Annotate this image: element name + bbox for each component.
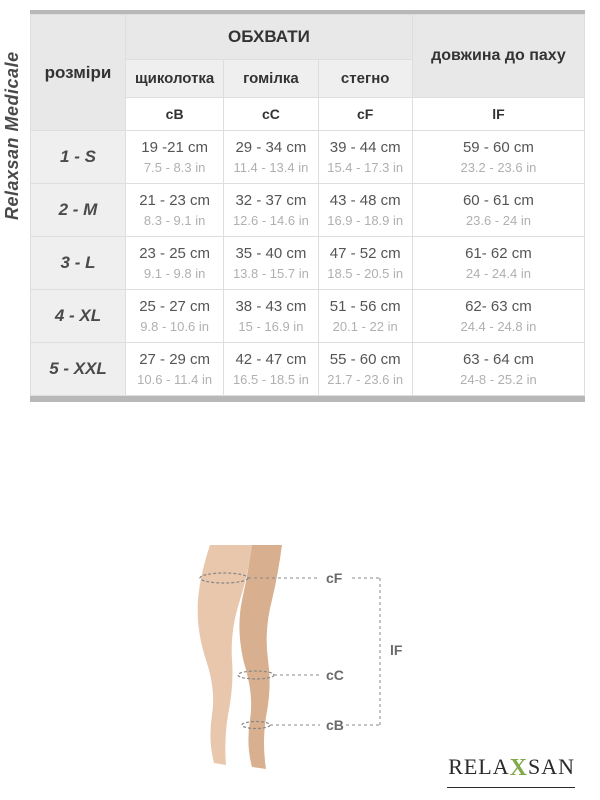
bottom-rule <box>30 396 585 402</box>
ankle-cm: 23 - 25 cm <box>126 237 223 264</box>
logo-right: SAN <box>528 754 575 779</box>
thigh-in: 15.4 - 17.3 in <box>319 158 412 183</box>
logo-underline <box>447 787 575 788</box>
calf-in: 16.5 - 18.5 in <box>224 370 317 395</box>
len-cm: 61- 62 cm <box>413 237 584 264</box>
calf-cm: 38 - 43 cm <box>224 290 317 317</box>
len-in: 24-8 - 25.2 in <box>413 370 584 395</box>
calf-in: 15 - 16.9 in <box>224 317 317 342</box>
calf-cm: 29 - 34 cm <box>224 131 317 158</box>
thigh-in: 16.9 - 18.9 in <box>319 211 412 236</box>
thigh-cm: 39 - 44 cm <box>319 131 412 158</box>
logo-x-icon: X <box>510 755 528 781</box>
size-cell: 3 - L <box>31 237 126 290</box>
size-table: розміри ОБХВАТИ довжина до паху щиколотк… <box>30 14 585 396</box>
thigh-cm: 55 - 60 cm <box>319 343 412 370</box>
length-cell: 61- 62 cm24 - 24.4 in <box>412 237 584 290</box>
diagram-label-lf: lF <box>390 642 403 658</box>
len-cm: 60 - 61 cm <box>413 184 584 211</box>
len-cm: 62- 63 cm <box>413 290 584 317</box>
header-calf: гомілка <box>224 60 318 98</box>
diagram-label-cc: cC <box>326 667 344 683</box>
header-sizes: розміри <box>31 15 126 131</box>
size-table-area: розміри ОБХВАТИ довжина до паху щиколотк… <box>30 10 585 402</box>
len-in: 23.2 - 23.6 in <box>413 158 584 183</box>
size-cell: 5 - XXL <box>31 343 126 396</box>
thigh-cell: 51 - 56 cm20.1 - 22 in <box>318 290 412 343</box>
ankle-in: 10.6 - 11.4 in <box>126 370 223 395</box>
thigh-in: 18.5 - 20.5 in <box>319 264 412 289</box>
ankle-cell: 19 -21 cm7.5 - 8.3 in <box>126 131 224 184</box>
thigh-cell: 39 - 44 cm15.4 - 17.3 in <box>318 131 412 184</box>
header-length: довжина до паху <box>412 15 584 98</box>
thigh-cm: 43 - 48 cm <box>319 184 412 211</box>
table-row: 2 - M21 - 23 cm8.3 - 9.1 in32 - 37 cm12.… <box>31 184 585 237</box>
thigh-cell: 55 - 60 cm21.7 - 23.6 in <box>318 343 412 396</box>
ankle-cm: 21 - 23 cm <box>126 184 223 211</box>
thigh-cm: 51 - 56 cm <box>319 290 412 317</box>
header-ankle: щиколотка <box>126 60 224 98</box>
ankle-cm: 25 - 27 cm <box>126 290 223 317</box>
diagram-label-cb: cB <box>326 717 344 733</box>
ankle-cm: 19 -21 cm <box>126 131 223 158</box>
length-cell: 63 - 64 cm24-8 - 25.2 in <box>412 343 584 396</box>
length-cell: 60 - 61 cm23.6 - 24 in <box>412 184 584 237</box>
thigh-in: 20.1 - 22 in <box>319 317 412 342</box>
table-row: 5 - XXL27 - 29 cm10.6 - 11.4 in42 - 47 c… <box>31 343 585 396</box>
ankle-cell: 25 - 27 cm9.8 - 10.6 in <box>126 290 224 343</box>
code-calf: cC <box>224 98 318 131</box>
header-girths: ОБХВАТИ <box>126 15 413 60</box>
calf-cell: 35 - 40 cm13.8 - 15.7 in <box>224 237 318 290</box>
calf-cell: 42 - 47 cm16.5 - 18.5 in <box>224 343 318 396</box>
len-cm: 63 - 64 cm <box>413 343 584 370</box>
code-ankle: cB <box>126 98 224 131</box>
table-row: 4 - XL25 - 27 cm9.8 - 10.6 in38 - 43 cm1… <box>31 290 585 343</box>
calf-cell: 29 - 34 cm11.4 - 13.4 in <box>224 131 318 184</box>
len-in: 24.4 - 24.8 in <box>413 317 584 342</box>
brand-logo: RELAXSAN <box>448 754 575 782</box>
table-row: 3 - L23 - 25 cm9.1 - 9.8 in35 - 40 cm13.… <box>31 237 585 290</box>
ankle-cell: 27 - 29 cm10.6 - 11.4 in <box>126 343 224 396</box>
thigh-cm: 47 - 52 cm <box>319 237 412 264</box>
size-cell: 4 - XL <box>31 290 126 343</box>
length-cell: 59 - 60 cm23.2 - 23.6 in <box>412 131 584 184</box>
length-cell: 62- 63 cm24.4 - 24.8 in <box>412 290 584 343</box>
calf-cm: 32 - 37 cm <box>224 184 317 211</box>
code-thigh: cF <box>318 98 412 131</box>
calf-cm: 42 - 47 cm <box>224 343 317 370</box>
thigh-in: 21.7 - 23.6 in <box>319 370 412 395</box>
ankle-cell: 23 - 25 cm9.1 - 9.8 in <box>126 237 224 290</box>
brand-side-label: Relaxsan Medicale <box>2 51 23 220</box>
header-thigh: стегно <box>318 60 412 98</box>
calf-in: 13.8 - 15.7 in <box>224 264 317 289</box>
len-in: 24 - 24.4 in <box>413 264 584 289</box>
calf-in: 11.4 - 13.4 in <box>224 158 317 183</box>
ankle-in: 7.5 - 8.3 in <box>126 158 223 183</box>
ankle-in: 9.8 - 10.6 in <box>126 317 223 342</box>
calf-cm: 35 - 40 cm <box>224 237 317 264</box>
diagram-label-cf: cF <box>326 570 343 586</box>
table-row: 1 - S19 -21 cm7.5 - 8.3 in29 - 34 cm11.4… <box>31 131 585 184</box>
code-length: lF <box>412 98 584 131</box>
size-cell: 2 - M <box>31 184 126 237</box>
calf-cell: 38 - 43 cm15 - 16.9 in <box>224 290 318 343</box>
thigh-cell: 43 - 48 cm16.9 - 18.9 in <box>318 184 412 237</box>
ankle-in: 9.1 - 9.8 in <box>126 264 223 289</box>
ankle-cell: 21 - 23 cm8.3 - 9.1 in <box>126 184 224 237</box>
size-cell: 1 - S <box>31 131 126 184</box>
ankle-in: 8.3 - 9.1 in <box>126 211 223 236</box>
len-cm: 59 - 60 cm <box>413 131 584 158</box>
len-in: 23.6 - 24 in <box>413 211 584 236</box>
logo-left: RELA <box>448 754 509 779</box>
calf-cell: 32 - 37 cm12.6 - 14.6 in <box>224 184 318 237</box>
thigh-cell: 47 - 52 cm18.5 - 20.5 in <box>318 237 412 290</box>
ankle-cm: 27 - 29 cm <box>126 343 223 370</box>
calf-in: 12.6 - 14.6 in <box>224 211 317 236</box>
leg-diagram: cF cC cB lF <box>140 545 460 775</box>
